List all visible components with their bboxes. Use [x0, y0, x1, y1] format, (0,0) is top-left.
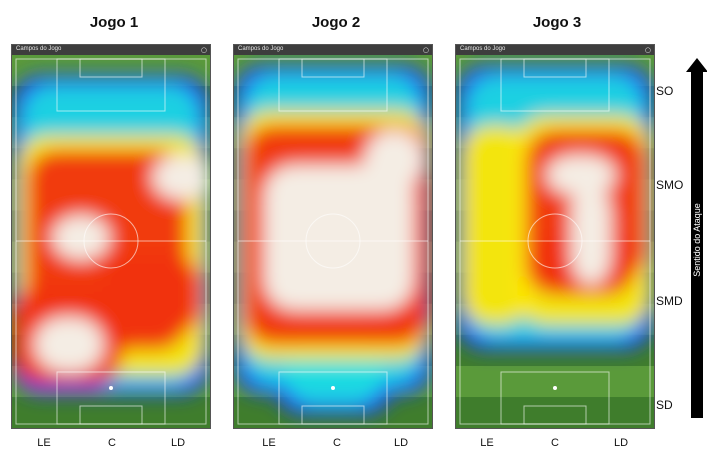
- col-label-ld: LD: [393, 437, 409, 449]
- close-icon[interactable]: ○: [422, 46, 429, 54]
- pitch-heatmap: [12, 55, 210, 428]
- col-label-le: LE: [37, 437, 51, 449]
- col-label-c: C: [108, 437, 116, 449]
- window-title: Campos do Jogo: [238, 46, 284, 52]
- col-label-ld: LD: [170, 437, 186, 449]
- panel-titlebar: Campos do Jogo ○: [234, 45, 432, 55]
- close-icon[interactable]: ○: [644, 46, 651, 54]
- zone-label-smd: SMD: [656, 294, 683, 308]
- attack-direction-label: Sentido do Ataque: [692, 203, 702, 277]
- window-title: Campos do Jogo: [460, 46, 506, 52]
- col-label-ld: LD: [613, 437, 629, 449]
- attack-direction-arrow-icon: [686, 58, 707, 418]
- heatmap-panel-game-1: Campos do Jogo ○: [11, 44, 211, 429]
- zone-label-so: SO: [656, 84, 674, 98]
- panel-titlebar: Campos do Jogo ○: [456, 45, 654, 55]
- zone-label-smo: SMO: [656, 178, 684, 192]
- game-2-title: Jogo 2: [311, 14, 361, 31]
- game-3-title: Jogo 3: [532, 14, 582, 31]
- zone-label-sd: SD: [656, 398, 673, 412]
- window-title: Campos do Jogo: [16, 46, 62, 52]
- game-1-title: Jogo 1: [89, 14, 139, 31]
- pitch-heatmap: [234, 55, 432, 428]
- pitch-heatmap: [456, 55, 654, 428]
- close-icon[interactable]: ○: [200, 46, 207, 54]
- panel-titlebar: Campos do Jogo ○: [12, 45, 210, 55]
- col-label-le: LE: [480, 437, 494, 449]
- col-label-c: C: [551, 437, 559, 449]
- col-label-c: C: [333, 437, 341, 449]
- col-label-le: LE: [262, 437, 276, 449]
- heatmap-panel-game-3: Campos do Jogo ○: [455, 44, 655, 429]
- heatmap-panel-game-2: Campos do Jogo ○: [233, 44, 433, 429]
